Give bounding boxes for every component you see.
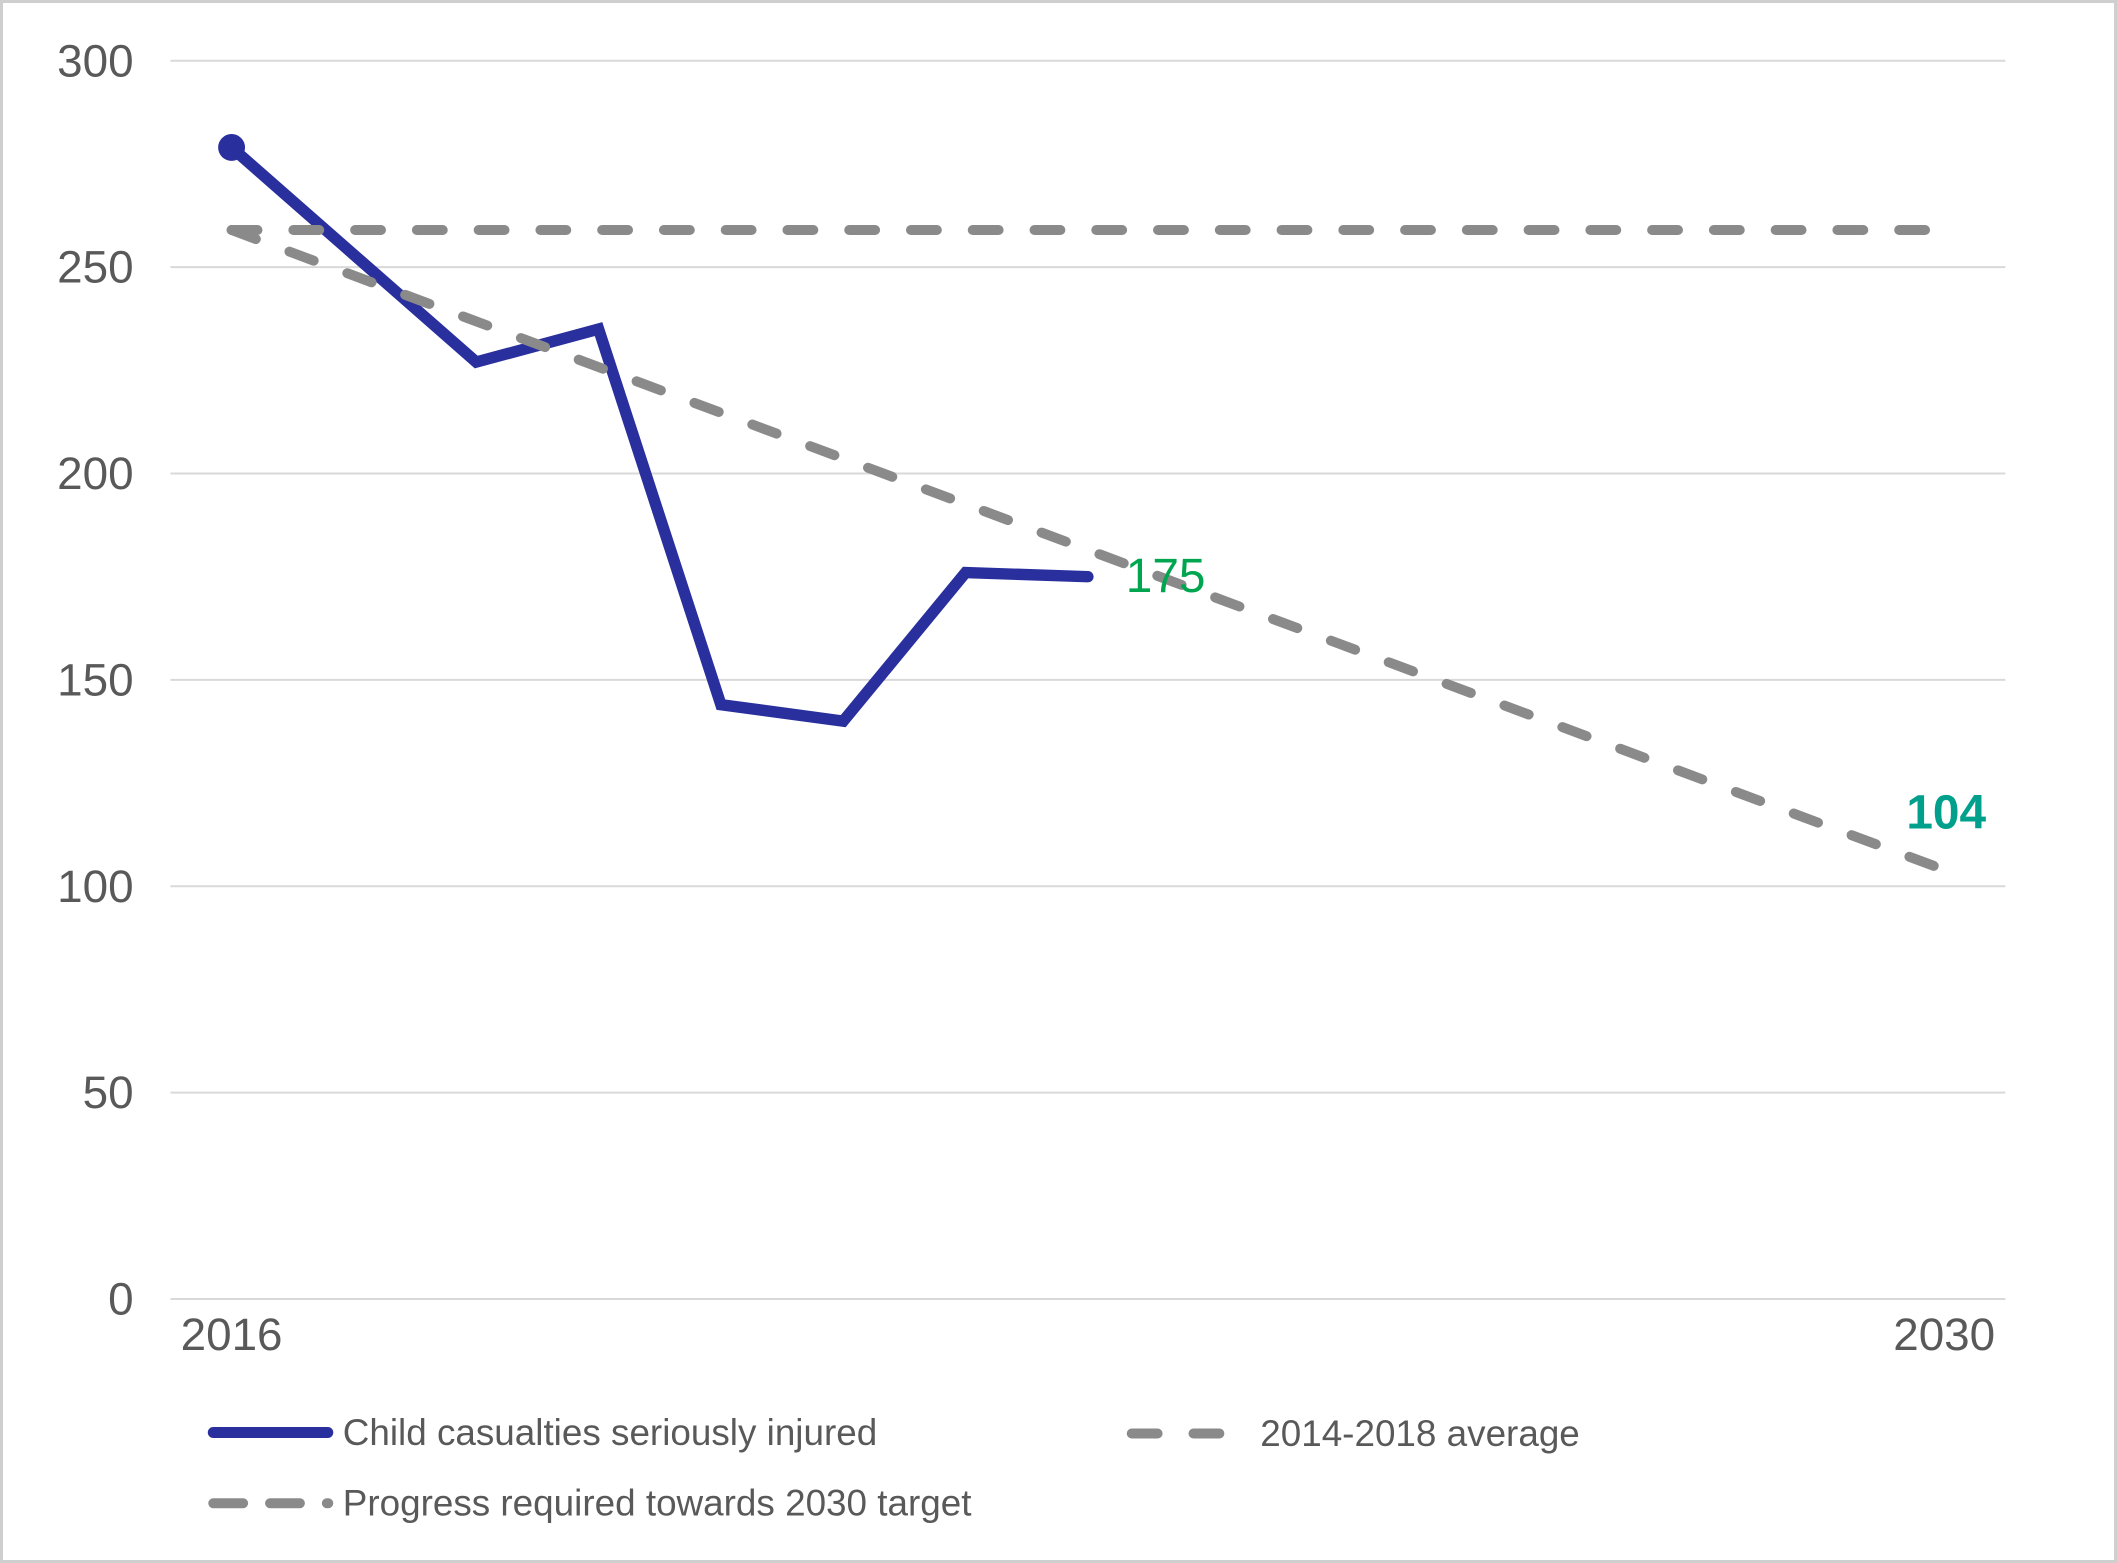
y-axis-tick-label: 200 bbox=[57, 448, 133, 499]
y-axis-tick-label: 0 bbox=[108, 1274, 133, 1325]
gridlines bbox=[170, 59, 2006, 1301]
x-axis-label-2016: 2016 bbox=[181, 1309, 283, 1360]
x-axis-label-2030: 2030 bbox=[1893, 1309, 1995, 1360]
y-axis-tick-label: 250 bbox=[57, 242, 133, 293]
series-line-progress-target bbox=[226, 225, 1950, 875]
y-axis-tick-label: 150 bbox=[57, 654, 133, 705]
series-line-child-casualties bbox=[225, 141, 1094, 728]
target-series-end-label: 104 bbox=[1906, 786, 1986, 839]
y-axis-tick-labels: 300 250 200 150 100 50 0 bbox=[57, 35, 133, 1324]
y-axis-tick-label: 50 bbox=[83, 1067, 134, 1118]
first-point-marker bbox=[218, 134, 246, 161]
child-series-end-label: 175 bbox=[1126, 550, 1206, 603]
legend: Child casualties seriously injured 2014-… bbox=[207, 1412, 1580, 1524]
legend-label-average: 2014-2018 average bbox=[1260, 1413, 1580, 1454]
legend-label-child-casualties: Child casualties seriously injured bbox=[343, 1412, 878, 1453]
y-axis-tick-label: 100 bbox=[57, 861, 133, 912]
line-chart: 300 250 200 150 100 50 0 2016 2030 175 104 Chi… bbox=[57, 35, 2006, 1524]
y-axis-tick-label: 300 bbox=[57, 35, 133, 86]
series-layer bbox=[218, 134, 1950, 875]
legend-label-progress-target: Progress required towards 2030 target bbox=[343, 1483, 972, 1524]
